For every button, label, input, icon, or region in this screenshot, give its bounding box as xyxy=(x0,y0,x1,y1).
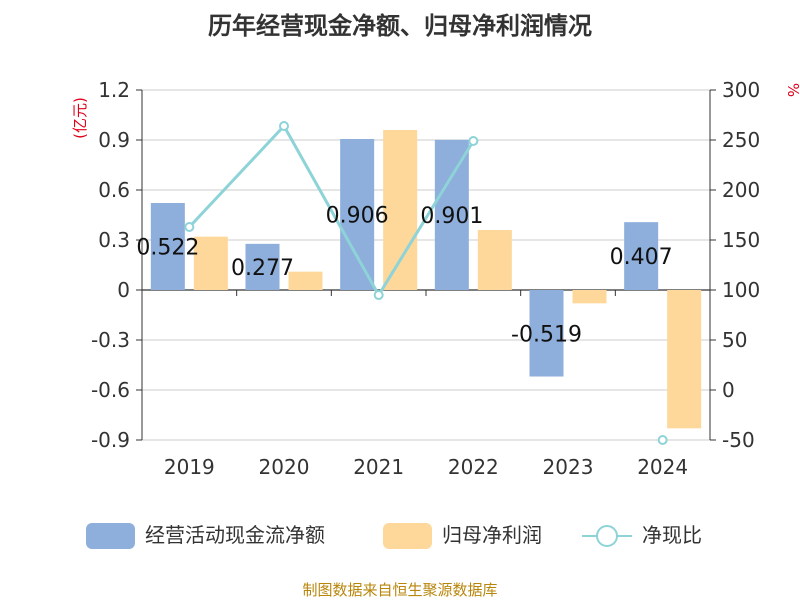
bar-operating-cash-flow xyxy=(434,139,469,290)
x-tick-label: 2023 xyxy=(543,455,594,479)
bar-net-profit xyxy=(288,271,323,290)
bar-net-profit xyxy=(477,230,512,290)
data-label: 0.906 xyxy=(326,204,389,229)
bar-net-profit xyxy=(193,236,228,290)
legend-swatch xyxy=(86,523,135,549)
legend-item: 归母净利润 xyxy=(383,523,542,549)
bar-net-profit xyxy=(572,290,607,304)
data-label: 0.901 xyxy=(420,204,483,229)
legend-item: 经营活动现金流净额 xyxy=(86,523,325,549)
legend-marker xyxy=(596,525,618,547)
data-labels: 0.522 0.277 0.906 0.901 -0.519 0.407 xyxy=(136,204,672,348)
net-cash-ratio-point xyxy=(468,136,479,146)
left-tick-label: 0.9 xyxy=(98,128,130,152)
x-tick-label: 2020 xyxy=(259,455,310,479)
right-tick-label: 100 xyxy=(722,278,760,302)
net-cash-ratio-point xyxy=(279,121,289,131)
data-label: 0.522 xyxy=(136,236,199,261)
right-tick-label: 250 xyxy=(722,128,760,152)
right-axis-unit: % xyxy=(784,83,800,97)
chart-title: 历年经营现金净额、归母净利润情况 xyxy=(208,12,592,40)
bar-net-profit xyxy=(667,290,702,429)
bar-operating-cash-flow xyxy=(340,139,375,290)
right-tick-label: -50 xyxy=(722,428,755,452)
left-tick-label: -0.6 xyxy=(91,378,130,402)
axes: 1.2 0.9 0.6 0.3 0 -0.3 -0.6 -0.9 300 250 200 150 100… xyxy=(91,78,760,479)
x-tick-label: 2022 xyxy=(448,455,499,479)
net-cash-ratio-line xyxy=(188,123,475,298)
right-tick-label: 200 xyxy=(722,178,760,202)
grid xyxy=(142,89,710,441)
data-label: 0.277 xyxy=(231,256,294,281)
legend-swatch xyxy=(383,523,432,549)
bar-operating-cash-flow xyxy=(150,203,185,290)
left-axis-unit: (亿元) xyxy=(71,97,89,139)
net-cash-ratio-point xyxy=(373,290,384,300)
left-tick-label: 1.2 xyxy=(98,78,130,102)
bar-operating-cash-flow xyxy=(624,222,659,290)
left-tick-label: 0.3 xyxy=(98,228,130,252)
left-tick-label: 0.6 xyxy=(98,178,130,202)
right-tick-label: 300 xyxy=(722,78,760,102)
legend-label: 归母净利润 xyxy=(442,523,542,547)
left-tick-label: -0.3 xyxy=(91,328,130,352)
source-note: 制图数据来自恒生聚源数据库 xyxy=(302,581,497,599)
legend-item: 净现比 xyxy=(582,523,702,547)
left-tick-label: 0 xyxy=(117,278,130,302)
x-tick-label: 2021 xyxy=(353,455,404,479)
x-tick-label: 2024 xyxy=(637,455,688,479)
bars xyxy=(150,130,702,429)
right-tick-label: 0 xyxy=(722,378,735,402)
line-series xyxy=(184,121,668,445)
bar-operating-cash-flow xyxy=(529,290,564,377)
bar-net-profit xyxy=(383,130,418,290)
data-label: 0.407 xyxy=(610,245,673,270)
legend-label: 净现比 xyxy=(642,523,702,547)
legend: 经营活动现金流净额 归母净利润 净现比 xyxy=(86,523,702,549)
legend-label: 经营活动现金流净额 xyxy=(145,523,325,547)
right-tick-label: 150 xyxy=(722,228,760,252)
right-tick-label: 50 xyxy=(722,328,747,352)
net-cash-ratio-point xyxy=(184,222,195,232)
net-cash-ratio-point xyxy=(657,435,668,445)
left-tick-label: -0.9 xyxy=(91,428,130,452)
x-tick-label: 2019 xyxy=(164,455,215,479)
data-label: -0.519 xyxy=(511,322,582,347)
bar-operating-cash-flow xyxy=(245,243,280,290)
